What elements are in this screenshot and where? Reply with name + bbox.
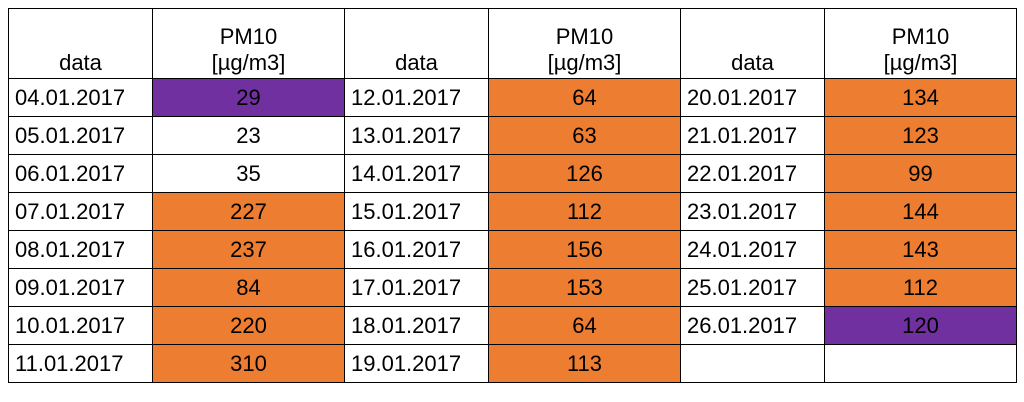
header-pm10-3: PM10 [µg/m3]: [824, 8, 1017, 79]
date-cell: 09.01.2017: [8, 268, 153, 307]
pm10-value-cell: 113: [488, 344, 681, 383]
date-cell: 13.01.2017: [344, 116, 489, 155]
table-row: 09.01.2017 84 17.01.2017 153 25.01.2017 112: [8, 268, 1017, 307]
pm10-value-cell: 35: [152, 154, 345, 193]
pm10-value-cell: 310: [152, 344, 345, 383]
date-cell: 16.01.2017: [344, 230, 489, 269]
date-cell: 19.01.2017: [344, 344, 489, 383]
pm10-value-cell: 134: [824, 78, 1017, 117]
date-cell: 23.01.2017: [680, 192, 825, 231]
pm10-value-cell: 112: [824, 268, 1017, 307]
table-row: 07.01.2017 227 15.01.2017 112 23.01.2017 144: [8, 192, 1017, 231]
date-cell: 20.01.2017: [680, 78, 825, 117]
date-cell: 07.01.2017: [8, 192, 153, 231]
pm10-value-cell: 144: [824, 192, 1017, 231]
table-row: 06.01.2017 35 14.01.2017 126 22.01.2017 99: [8, 154, 1017, 193]
pm10-value-cell: 120: [824, 306, 1017, 345]
pm10-value-cell: 143: [824, 230, 1017, 269]
pm10-table: data PM10 [µg/m3] data PM10 [µg/m3] data P…: [8, 8, 1017, 383]
header-pm10-1: PM10 [µg/m3]: [152, 8, 345, 79]
table-row: 08.01.2017 237 16.01.2017 156 24.01.2017 143: [8, 230, 1017, 269]
date-cell: 08.01.2017: [8, 230, 153, 269]
pm10-value-cell: 156: [488, 230, 681, 269]
date-cell: 24.01.2017: [680, 230, 825, 269]
date-cell: [680, 344, 825, 383]
date-cell: 05.01.2017: [8, 116, 153, 155]
pm10-value-cell: 153: [488, 268, 681, 307]
header-date-3: data: [680, 8, 825, 79]
date-cell: 12.01.2017: [344, 78, 489, 117]
date-cell: 10.01.2017: [8, 306, 153, 345]
pm10-value-cell: 237: [152, 230, 345, 269]
date-cell: 06.01.2017: [8, 154, 153, 193]
pm10-value-cell: 64: [488, 306, 681, 345]
date-cell: 14.01.2017: [344, 154, 489, 193]
pm10-value-cell: 23: [152, 116, 345, 155]
table-row: 05.01.2017 23 13.01.2017 63 21.01.2017 123: [8, 116, 1017, 155]
table-body: 04.01.2017 29 12.01.2017 64 20.01.2017 134 05.…: [8, 78, 1017, 383]
header-date-1: data: [8, 8, 153, 79]
pm10-value-cell: 29: [152, 78, 345, 117]
date-cell: 15.01.2017: [344, 192, 489, 231]
date-cell: 26.01.2017: [680, 306, 825, 345]
date-cell: 04.01.2017: [8, 78, 153, 117]
table-row: 04.01.2017 29 12.01.2017 64 20.01.2017 134: [8, 78, 1017, 117]
date-cell: 17.01.2017: [344, 268, 489, 307]
date-cell: 11.01.2017: [8, 344, 153, 383]
pm10-value-cell: 123: [824, 116, 1017, 155]
table-row: 11.01.2017 310 19.01.2017 113: [8, 344, 1017, 383]
pm10-value-cell: 64: [488, 78, 681, 117]
header-row: data PM10 [µg/m3] data PM10 [µg/m3] data P…: [8, 8, 1017, 79]
pm10-value-cell: 84: [152, 268, 345, 307]
date-cell: 21.01.2017: [680, 116, 825, 155]
pm10-value-cell: 220: [152, 306, 345, 345]
pm10-value-cell: 99: [824, 154, 1017, 193]
table-row: 10.01.2017 220 18.01.2017 64 26.01.2017 120: [8, 306, 1017, 345]
date-cell: 25.01.2017: [680, 268, 825, 307]
date-cell: 22.01.2017: [680, 154, 825, 193]
pm10-value-cell: [824, 344, 1017, 383]
date-cell: 18.01.2017: [344, 306, 489, 345]
pm10-value-cell: 126: [488, 154, 681, 193]
pm10-value-cell: 112: [488, 192, 681, 231]
header-date-2: data: [344, 8, 489, 79]
pm10-table-container: data PM10 [µg/m3] data PM10 [µg/m3] data P…: [8, 8, 1017, 383]
pm10-value-cell: 227: [152, 192, 345, 231]
header-pm10-2: PM10 [µg/m3]: [488, 8, 681, 79]
pm10-value-cell: 63: [488, 116, 681, 155]
